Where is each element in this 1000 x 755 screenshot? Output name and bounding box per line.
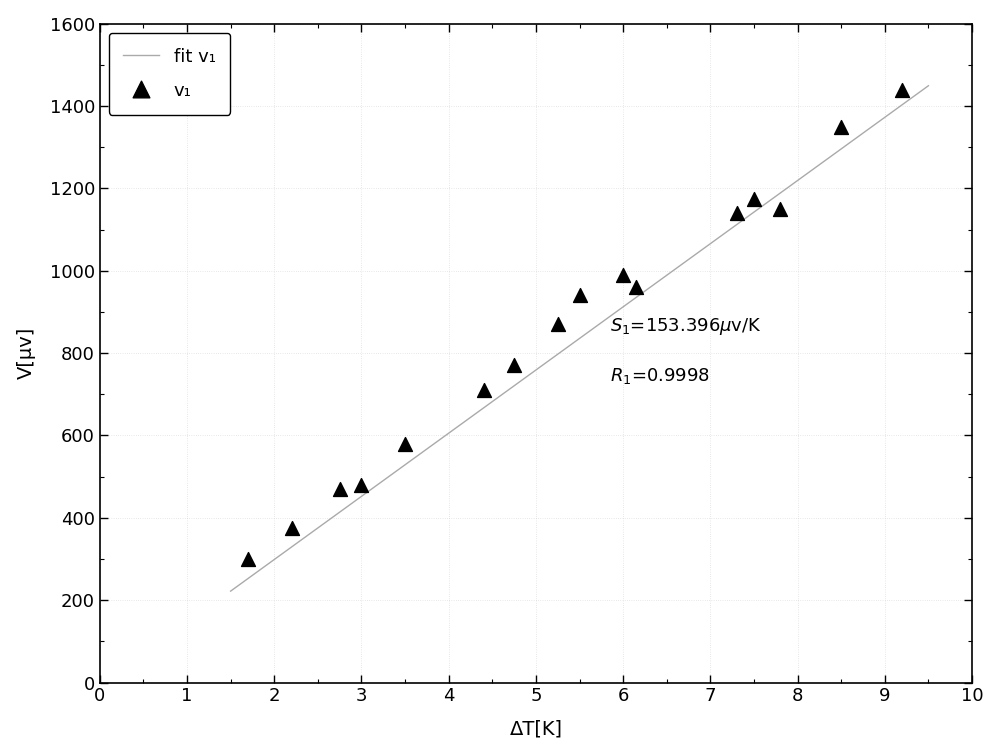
v₁: [628, 281, 644, 293]
v₁: [729, 207, 745, 219]
v₁: [240, 553, 256, 565]
v₁: [746, 193, 762, 205]
Legend: fit v₁, v₁: fit v₁, v₁: [109, 32, 230, 115]
v₁: [476, 384, 492, 396]
v₁: [397, 438, 413, 450]
v₁: [284, 522, 300, 535]
fit v₁: [813, 161, 825, 170]
v₁: [353, 479, 369, 491]
Text: $R_1$=0.9998: $R_1$=0.9998: [610, 366, 710, 386]
fit v₁: [652, 277, 664, 286]
fit v₁: [227, 585, 239, 594]
v₁: [894, 84, 910, 96]
Line: fit v₁: fit v₁: [231, 86, 928, 591]
fit v₁: [225, 587, 237, 596]
fit v₁: [857, 128, 869, 137]
v₁: [772, 203, 788, 215]
v₁: [572, 289, 588, 301]
X-axis label: ΔT[K]: ΔT[K]: [509, 720, 562, 738]
v₁: [833, 121, 849, 133]
Text: $S_1$=153.396$\mu$v/K: $S_1$=153.396$\mu$v/K: [610, 316, 762, 337]
Y-axis label: V[μv]: V[μv]: [17, 327, 36, 379]
v₁: [332, 483, 348, 495]
fit v₁: [638, 288, 650, 297]
v₁: [506, 359, 522, 371]
v₁: [550, 319, 566, 331]
fit v₁: [640, 285, 652, 294]
fit v₁: [922, 82, 934, 91]
v₁: [615, 269, 631, 281]
